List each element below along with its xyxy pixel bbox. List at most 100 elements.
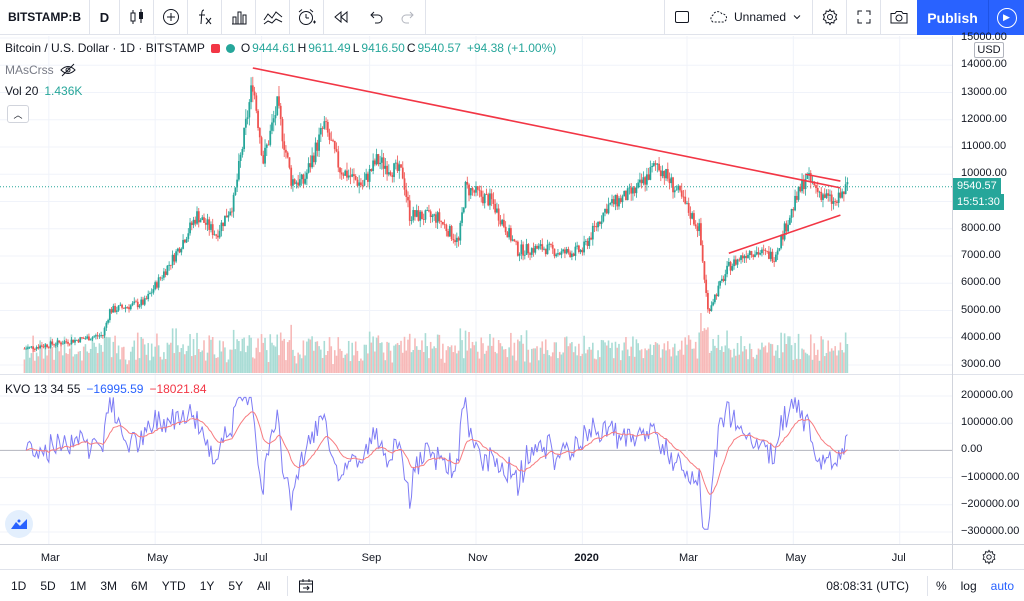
candle-body bbox=[475, 186, 477, 193]
candle-body bbox=[414, 210, 416, 217]
volume-bar bbox=[525, 330, 528, 373]
candle-body bbox=[86, 336, 89, 339]
fx-icon[interactable] bbox=[188, 0, 222, 35]
interval-button[interactable]: D bbox=[90, 0, 120, 35]
volume-bar bbox=[323, 340, 326, 373]
volume-bar bbox=[321, 357, 324, 373]
tradingview-logo-icon[interactable] bbox=[5, 510, 33, 538]
volume-bar bbox=[811, 359, 814, 373]
volume-bar bbox=[604, 342, 606, 373]
candle-body bbox=[529, 253, 531, 255]
range-button-all[interactable]: All bbox=[257, 578, 271, 593]
fullscreen-icon[interactable] bbox=[847, 0, 881, 35]
volume-bar bbox=[468, 331, 470, 373]
range-button-1m[interactable]: 1M bbox=[69, 578, 87, 593]
volume-bar bbox=[398, 345, 401, 373]
candle-body bbox=[166, 265, 169, 275]
candle-body bbox=[628, 187, 631, 189]
volume-bar bbox=[86, 351, 88, 373]
layout-square-icon[interactable] bbox=[664, 0, 698, 35]
volume-bar bbox=[590, 349, 592, 373]
bars-compare-icon[interactable] bbox=[222, 0, 256, 35]
volume-bar bbox=[459, 328, 462, 373]
candle-body bbox=[754, 254, 756, 257]
replay-icon[interactable] bbox=[324, 0, 358, 35]
percent-scale-toggle[interactable]: % bbox=[935, 578, 947, 593]
volume-legend[interactable]: Vol 20 1.436K bbox=[5, 84, 82, 98]
redo-icon[interactable] bbox=[392, 0, 426, 35]
price-tick-label: 14000.00 bbox=[961, 58, 1007, 71]
chart-canvas[interactable] bbox=[0, 36, 952, 544]
volume-bar bbox=[143, 344, 146, 373]
currency-badge[interactable]: USD bbox=[974, 42, 1004, 58]
volume-bar bbox=[89, 348, 92, 373]
time-axis[interactable]: Mar May Jul Sep Nov 2020 Mar May Jul bbox=[0, 544, 952, 569]
candle-body bbox=[452, 239, 455, 241]
range-button-5y[interactable]: 5Y bbox=[228, 578, 244, 593]
volume-bar bbox=[274, 346, 277, 373]
candle-body bbox=[780, 235, 783, 249]
volume-bar bbox=[656, 343, 659, 373]
candle-body bbox=[213, 234, 216, 236]
volume-bar bbox=[58, 351, 61, 373]
candle-body bbox=[380, 157, 383, 163]
price-tick-label: 10000.00 bbox=[961, 167, 1007, 180]
volume-bar bbox=[546, 350, 549, 373]
collapse-legend-button[interactable]: ︿ bbox=[7, 105, 29, 123]
utc-clock[interactable]: 08:08:31 (UTC) bbox=[826, 578, 909, 593]
ma-indicator-legend[interactable]: MAsCrss bbox=[5, 63, 76, 77]
candle-body bbox=[447, 231, 450, 237]
kvo-tick-label: −100000.00 bbox=[961, 470, 1020, 483]
candles-icon[interactable] bbox=[120, 0, 154, 35]
gear-icon[interactable] bbox=[813, 0, 847, 35]
indicators-icon[interactable] bbox=[256, 0, 290, 35]
volume-bar bbox=[633, 356, 636, 373]
range-button-6m[interactable]: 6M bbox=[131, 578, 148, 593]
axis-settings-button[interactable] bbox=[952, 544, 1024, 569]
log-scale-toggle[interactable]: log bbox=[960, 578, 977, 593]
candle-body bbox=[192, 219, 195, 226]
auto-scale-toggle[interactable]: auto bbox=[990, 578, 1014, 593]
range-button-5d[interactable]: 5D bbox=[40, 578, 56, 593]
range-button-ytd[interactable]: YTD bbox=[161, 578, 186, 593]
candle-body bbox=[689, 212, 692, 219]
symbol-search-button[interactable]: BITSTAMP:B bbox=[0, 0, 90, 35]
candle-body bbox=[543, 248, 545, 250]
candle-body bbox=[272, 118, 275, 123]
interval-label: D bbox=[99, 9, 110, 25]
volume-bar bbox=[431, 348, 434, 373]
volume-bar bbox=[510, 332, 512, 373]
price-axis[interactable]: 15000.00 14000.00 13000.00 12000.00 11000.00… bbox=[952, 31, 1024, 544]
candle-body bbox=[283, 141, 286, 150]
candle-body bbox=[112, 305, 115, 313]
range-button-3m[interactable]: 3M bbox=[100, 578, 118, 593]
candle-body bbox=[693, 213, 695, 225]
flag-icon[interactable] bbox=[210, 43, 220, 53]
range-button-1d[interactable]: 1D bbox=[11, 578, 27, 593]
kvo-legend[interactable]: KVO 13 34 55 −16995.59 −18021.84 bbox=[5, 382, 207, 396]
volume-bar bbox=[520, 335, 523, 373]
calendar-range-icon[interactable] bbox=[298, 578, 314, 594]
alert-icon[interactable] bbox=[290, 0, 324, 35]
eye-hidden-icon[interactable] bbox=[59, 63, 76, 77]
candle-body bbox=[832, 201, 835, 204]
layout-name-button[interactable]: Unnamed bbox=[698, 0, 813, 35]
pane-divider[interactable] bbox=[0, 374, 1024, 375]
camera-icon[interactable] bbox=[881, 0, 917, 35]
play-button[interactable]: ▶ bbox=[988, 0, 1024, 35]
volume-bar bbox=[77, 351, 80, 373]
publish-button[interactable]: Publish bbox=[917, 0, 988, 35]
add-indicator-icon[interactable] bbox=[154, 0, 188, 35]
range-button-1y[interactable]: 1Y bbox=[199, 578, 215, 593]
candle-body bbox=[625, 190, 627, 201]
volume-bar bbox=[168, 344, 170, 373]
volume-bar bbox=[466, 350, 469, 373]
undo-icon[interactable] bbox=[358, 0, 392, 35]
candle-body bbox=[661, 170, 664, 177]
volume-bar bbox=[809, 334, 812, 373]
volume-bar bbox=[820, 336, 823, 373]
trendline bbox=[252, 67, 841, 189]
candle-body bbox=[539, 244, 542, 246]
volume-bar bbox=[745, 349, 748, 373]
